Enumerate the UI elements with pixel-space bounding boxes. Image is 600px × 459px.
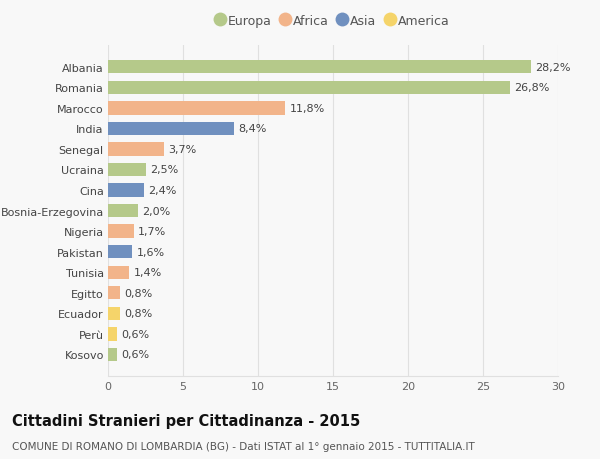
Text: 0,8%: 0,8%: [125, 309, 153, 319]
Text: Cittadini Stranieri per Cittadinanza - 2015: Cittadini Stranieri per Cittadinanza - 2…: [12, 413, 360, 428]
Text: 28,2%: 28,2%: [536, 62, 571, 73]
Text: 1,6%: 1,6%: [137, 247, 164, 257]
Bar: [108, 61, 531, 74]
Text: 1,7%: 1,7%: [138, 227, 166, 237]
Text: 2,0%: 2,0%: [143, 206, 171, 216]
Bar: [108, 328, 117, 341]
Bar: [108, 163, 146, 177]
Text: 11,8%: 11,8%: [290, 104, 325, 113]
Text: 3,7%: 3,7%: [168, 145, 196, 155]
Bar: [108, 143, 163, 156]
Text: 0,6%: 0,6%: [121, 329, 149, 339]
Bar: [108, 102, 285, 115]
Text: 0,8%: 0,8%: [125, 288, 153, 298]
Bar: [108, 225, 133, 238]
Bar: [108, 307, 120, 320]
Bar: [108, 348, 117, 361]
Text: 0,6%: 0,6%: [121, 350, 149, 360]
Legend: Europa, Africa, Asia, America: Europa, Africa, Asia, America: [212, 10, 454, 33]
Bar: [108, 184, 144, 197]
Bar: [108, 246, 132, 259]
Text: 2,5%: 2,5%: [150, 165, 178, 175]
Bar: [108, 81, 510, 95]
Bar: [108, 286, 120, 300]
Text: COMUNE DI ROMANO DI LOMBARDIA (BG) - Dati ISTAT al 1° gennaio 2015 - TUTTITALIA.: COMUNE DI ROMANO DI LOMBARDIA (BG) - Dat…: [12, 441, 475, 451]
Text: 26,8%: 26,8%: [515, 83, 550, 93]
Bar: [108, 204, 138, 218]
Text: 1,4%: 1,4%: [133, 268, 162, 278]
Text: 8,4%: 8,4%: [239, 124, 267, 134]
Bar: [108, 266, 129, 280]
Bar: [108, 123, 234, 136]
Text: 2,4%: 2,4%: [149, 185, 177, 196]
